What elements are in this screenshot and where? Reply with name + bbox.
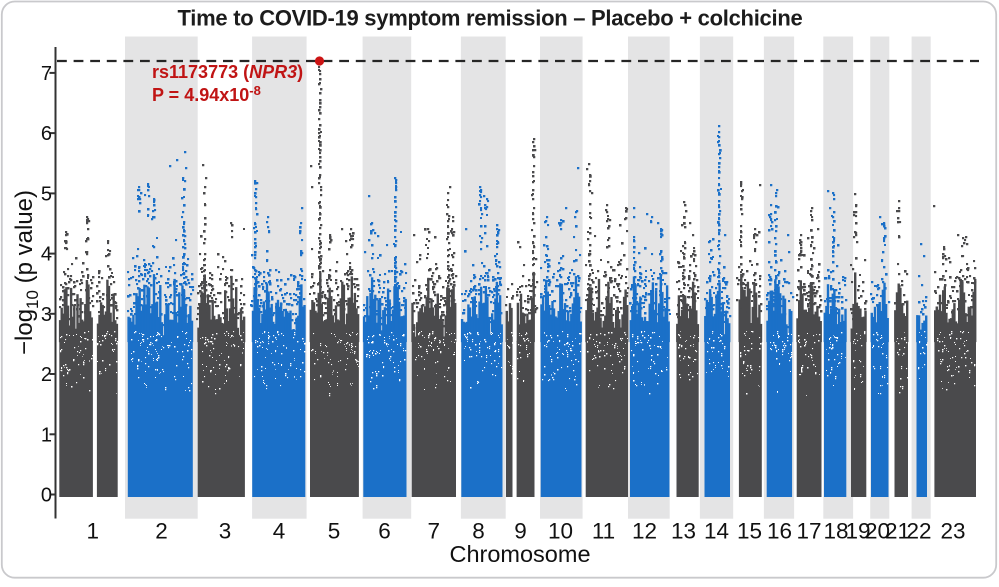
svg-text:12: 12 <box>632 519 657 544</box>
svg-text:14: 14 <box>704 519 729 544</box>
svg-text:rs1173773 (NPR3): rs1173773 (NPR3) <box>152 62 303 82</box>
svg-text:19: 19 <box>845 519 870 544</box>
svg-text:10: 10 <box>548 519 573 544</box>
svg-text:P = 4.94x10-8: P = 4.94x10-8 <box>152 83 261 105</box>
svg-text:2: 2 <box>155 519 168 544</box>
svg-text:Time to COVID-19 symptom remis: Time to COVID-19 symptom remission – Pla… <box>178 6 803 31</box>
svg-text:17: 17 <box>796 519 821 544</box>
svg-text:5: 5 <box>41 183 52 205</box>
svg-text:7: 7 <box>41 63 52 85</box>
svg-text:1: 1 <box>41 424 52 446</box>
svg-text:16: 16 <box>767 519 792 544</box>
svg-text:9: 9 <box>514 519 527 544</box>
svg-text:Chromosome: Chromosome <box>449 541 590 567</box>
svg-text:7: 7 <box>428 519 441 544</box>
svg-text:4: 4 <box>273 519 286 544</box>
svg-text:6: 6 <box>378 519 391 544</box>
svg-text:11: 11 <box>592 519 615 544</box>
svg-text:13: 13 <box>671 519 696 544</box>
svg-text:23: 23 <box>940 519 965 544</box>
svg-text:22: 22 <box>906 519 931 544</box>
svg-text:0: 0 <box>41 485 52 507</box>
svg-text:1: 1 <box>87 519 100 544</box>
svg-text:15: 15 <box>737 519 762 544</box>
svg-text:18: 18 <box>823 519 848 544</box>
svg-text:21: 21 <box>885 519 910 544</box>
svg-text:3: 3 <box>219 519 232 544</box>
svg-text:8: 8 <box>472 519 485 544</box>
svg-text:4: 4 <box>41 244 52 266</box>
svg-text:−log10 (p value): −log10 (p value) <box>11 190 42 355</box>
svg-text:5: 5 <box>328 519 341 544</box>
svg-text:20: 20 <box>865 519 890 544</box>
svg-text:6: 6 <box>41 123 52 145</box>
svg-text:2: 2 <box>41 364 52 386</box>
svg-text:3: 3 <box>41 304 52 326</box>
